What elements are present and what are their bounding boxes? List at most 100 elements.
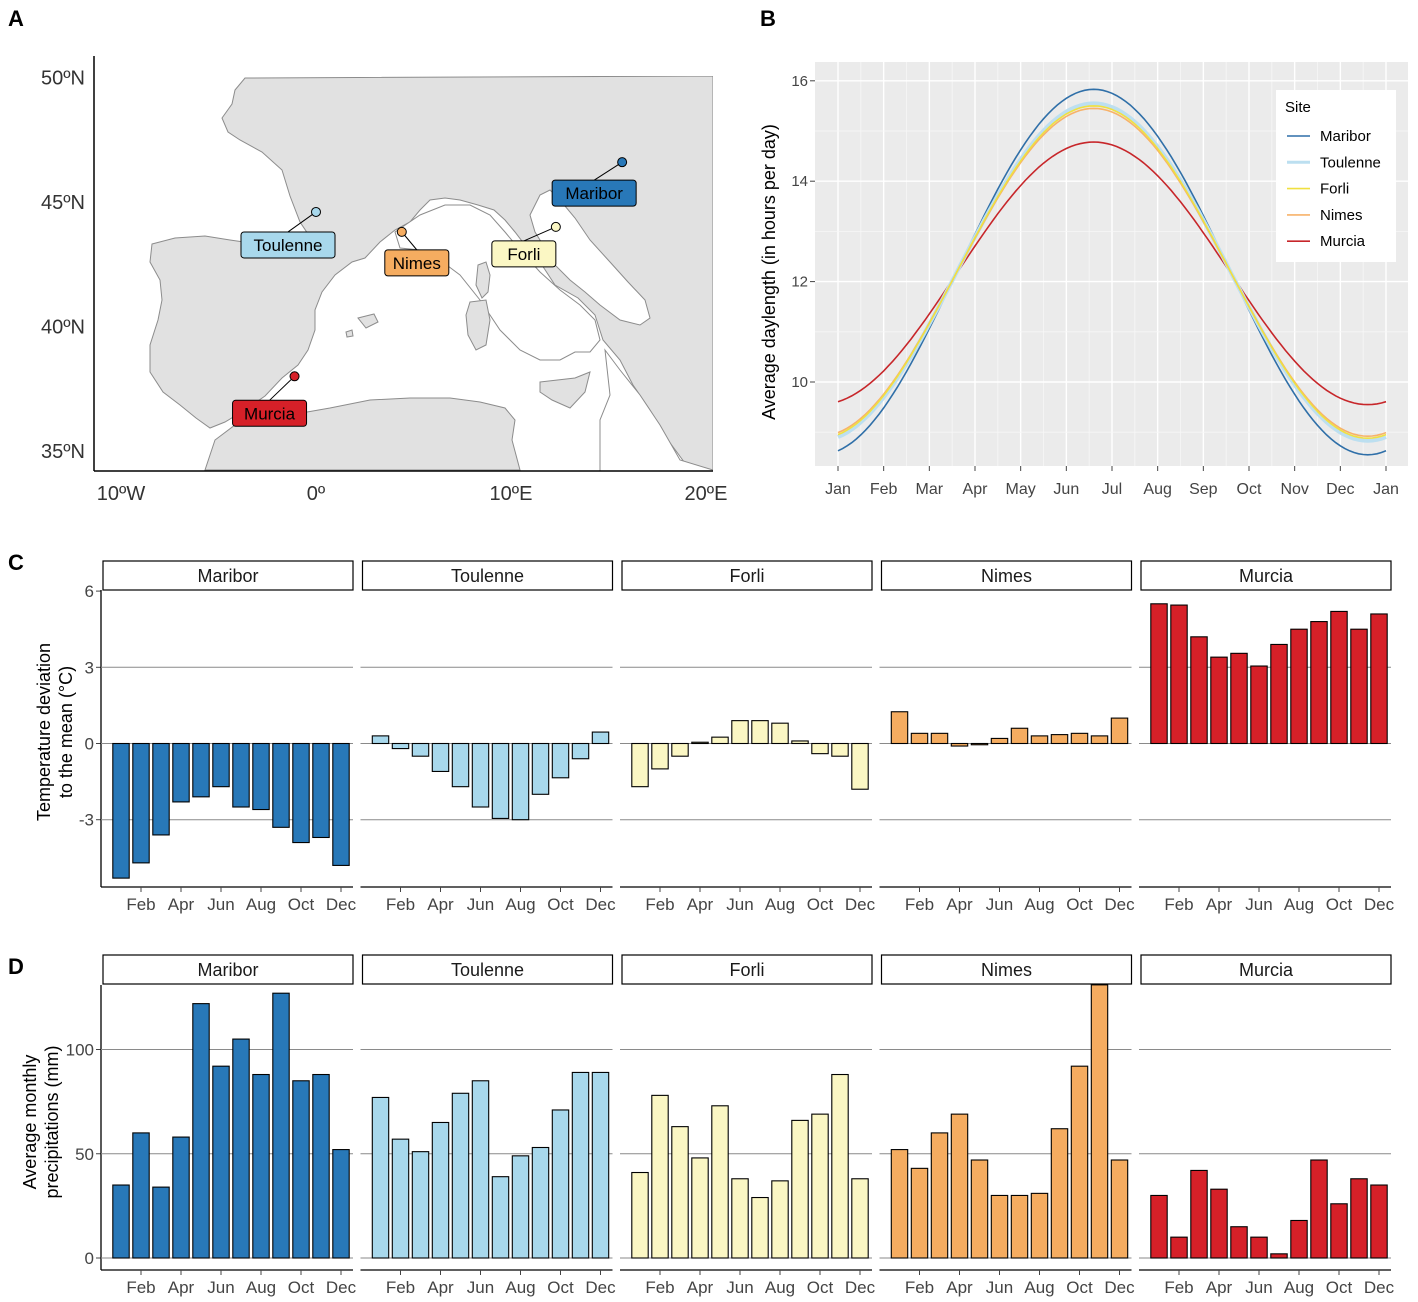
temp-bar-forli-dec: [851, 742, 869, 790]
daylength-x-tick-label: Jan: [825, 481, 851, 498]
temp-bar-murcia-jun: [1250, 665, 1268, 745]
precip-bar-forli-may: [711, 1105, 729, 1259]
temp-bar-toulenne-jan: [371, 735, 390, 745]
precip-bar-forli-apr: [691, 1157, 709, 1259]
precip-x-tick-label: Aug: [246, 1278, 276, 1297]
temp-x-tick-label: Feb: [905, 895, 934, 914]
precip-y-tick-label: 100: [66, 1041, 94, 1060]
precip-x-tick-label: Feb: [386, 1278, 415, 1297]
precip-bar-maribor-apr: [172, 1136, 190, 1259]
temp-facet-maribor: Maribor Feb Apr Jun Aug Oct Dec: [101, 560, 357, 914]
temp-x-tick-label: Jun: [467, 895, 494, 914]
balearic-islands: [345, 313, 379, 338]
daylength-x-tick-label: Mar: [916, 481, 944, 498]
map-site-murcia: Murcia: [232, 371, 308, 427]
precip-strip-forli: [621, 954, 873, 985]
map-site-leader: [523, 226, 557, 242]
precip-bar-murcia-sep: [1310, 1159, 1328, 1259]
precip-bar-nimes-jul: [1010, 1194, 1029, 1259]
precip-strip-maribor: [102, 954, 354, 985]
precip-strip-toulenne: [361, 954, 614, 985]
precip-bar-toulenne-oct: [551, 1109, 570, 1259]
daylength-x-tick-label: Dec: [1326, 481, 1354, 498]
temp-bar-forli-jun: [731, 720, 749, 745]
ionian-sea: [599, 348, 713, 471]
map-site-toulenne: Toulenne: [240, 206, 336, 259]
temp-bar-toulenne-jul: [491, 742, 510, 819]
precip-bar-forli-feb: [651, 1094, 669, 1259]
daylength-x-tick-label: Feb: [870, 481, 898, 498]
precip-x-tick-label: Feb: [1164, 1278, 1193, 1297]
precip-bar-toulenne-feb: [391, 1138, 410, 1259]
daylength-line-maribor: [837, 88, 1387, 456]
precipitation-panel: Average monthly precipitations (mm) 0 50 100…: [20, 954, 1395, 1297]
precip-bar-maribor-sep: [272, 992, 290, 1259]
daylength-legend-item-forli: Forli: [1287, 181, 1349, 198]
map-lon-label-0: 10ºW: [97, 483, 146, 505]
precip-facet-forli: Forli Feb Apr Jun Aug Oct Dec: [620, 954, 876, 1297]
temp-bar-maribor-mar: [152, 742, 170, 836]
temp-x-tick-label: Oct: [1066, 895, 1093, 914]
precip-bar-murcia-dec: [1370, 1184, 1388, 1259]
daylength-x-tick-label: Oct: [1237, 481, 1262, 498]
land-mainland: [149, 76, 713, 471]
temp-bar-nimes-mar: [930, 732, 949, 745]
precip-bar-murcia-mar: [1190, 1169, 1208, 1259]
temp-bar-maribor-oct: [292, 742, 310, 844]
map-lat-label-2: 40ºN: [41, 317, 85, 339]
temp-bar-nimes-feb: [910, 732, 929, 745]
temp-x-tick-label: Apr: [1206, 895, 1233, 914]
temp-y-label: Temperature deviation to the mean (°C): [34, 643, 76, 821]
precip-bar-maribor-jan: [112, 1184, 130, 1259]
precip-bar-forli-mar: [671, 1126, 689, 1259]
temp-bar-nimes-aug: [1030, 735, 1049, 745]
temp-facet-toulenne: Toulenne Feb Apr Jun Aug Oct Dec: [360, 560, 616, 914]
precip-bar-toulenne-apr: [431, 1121, 450, 1259]
precip-x-tick-label: Apr: [427, 1278, 454, 1297]
precip-bar-murcia-may: [1230, 1226, 1248, 1259]
precip-bar-forli-dec: [851, 1178, 869, 1259]
temp-bar-maribor-sep: [272, 742, 290, 828]
precip-y-label-line: Average monthly: [20, 1055, 40, 1190]
daylength-x-tick-label: Apr: [963, 481, 989, 498]
temp-x-tick-label: Dec: [1364, 895, 1395, 914]
temp-bar-forli-nov: [831, 742, 849, 757]
temp-y-label-line: to the mean (°C): [56, 666, 76, 798]
temp-bar-forli-oct: [811, 742, 829, 755]
map-lat-label-3: 35ºN: [41, 441, 85, 463]
temp-bar-forli-sep: [791, 740, 809, 745]
precip-bar-forli-jan: [631, 1171, 649, 1259]
temp-x-tick-label: Oct: [547, 895, 574, 914]
temp-strip-forli: [621, 560, 873, 591]
temp-bar-maribor-may: [192, 742, 210, 798]
temp-bar-toulenne-may: [451, 742, 470, 788]
temp-bar-forli-mar: [671, 742, 689, 757]
daylength-x-tick-label: May: [1006, 481, 1036, 498]
daylength-x-tick-label: Nov: [1280, 481, 1308, 498]
temp-x-tick-label: Oct: [288, 895, 315, 914]
map-site-label: Toulenne: [253, 236, 322, 255]
precip-bar-toulenne-sep: [531, 1146, 550, 1259]
precip-strip-label: Toulenne: [451, 960, 524, 980]
daylength-legend-label: Maribor: [1320, 128, 1371, 145]
temp-bar-nimes-oct: [1070, 732, 1089, 745]
precip-bar-maribor-may: [192, 1003, 210, 1259]
daylength-legend-item-murcia: Murcia: [1287, 233, 1366, 250]
precip-x-tick-label: Aug: [505, 1278, 535, 1297]
temp-bar-murcia-oct: [1330, 610, 1348, 745]
temp-bar-murcia-dec: [1370, 613, 1388, 745]
precip-y-tick-label: 0: [85, 1249, 94, 1268]
panel-letter-c: C: [8, 550, 24, 575]
precip-x-tick-label: Jun: [986, 1278, 1013, 1297]
temp-bar-nimes-dec: [1110, 717, 1129, 745]
temp-y-tick-label: 3: [85, 658, 94, 677]
precip-bar-maribor-feb: [132, 1132, 150, 1259]
precip-bar-nimes-jun: [990, 1194, 1009, 1259]
precip-x-tick-label: Feb: [645, 1278, 674, 1297]
temp-bar-murcia-nov: [1350, 628, 1368, 745]
temp-bar-murcia-jul: [1270, 643, 1288, 745]
precip-y-tick-label: 50: [75, 1145, 94, 1164]
temp-bar-murcia-feb: [1170, 604, 1188, 745]
precip-x-tick-label: Oct: [547, 1278, 574, 1297]
precip-bar-murcia-nov: [1350, 1178, 1368, 1259]
